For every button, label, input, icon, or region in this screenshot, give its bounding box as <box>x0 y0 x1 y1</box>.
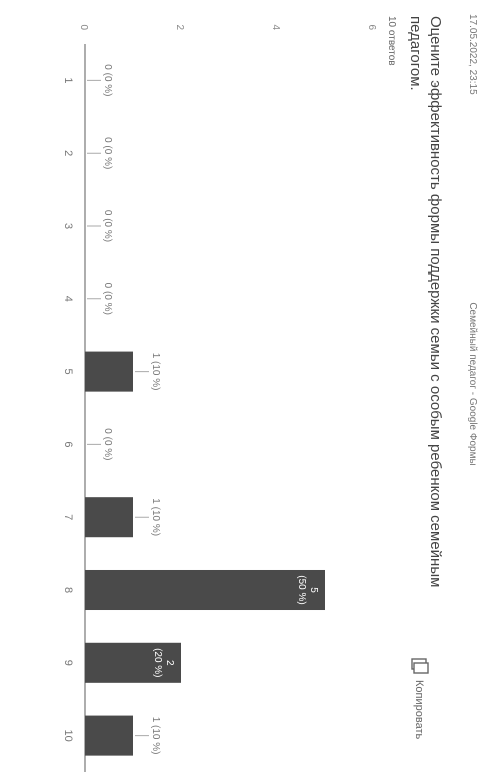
print-header: 17.05.2022, 23:15 Семейный педагог - Goo… <box>466 14 478 754</box>
x-tick-label: 1 <box>62 77 74 83</box>
x-tick-label: 6 <box>62 441 74 447</box>
x-tick-label: 8 <box>62 587 74 593</box>
form-name: Семейный педагог - Google Формы <box>467 302 478 466</box>
bar <box>85 642 181 683</box>
y-tick-label: 4 <box>270 24 281 30</box>
data-label: 1 (10 %) <box>150 717 161 755</box>
x-tick-label: 4 <box>62 296 74 302</box>
data-label: 0 (0 %) <box>102 137 113 169</box>
y-tick-label: 0 <box>78 24 89 30</box>
y-tick-label: 6 <box>366 24 377 30</box>
responses-count: 10 ответов <box>386 16 397 66</box>
data-label: 1 (10 %) <box>150 353 161 391</box>
bar <box>85 497 133 538</box>
bar <box>85 715 133 756</box>
x-tick-label: 10 <box>62 729 74 741</box>
bar <box>85 351 133 392</box>
x-tick-label: 9 <box>62 660 74 666</box>
y-tick-label: 2 <box>174 24 185 30</box>
copy-button[interactable]: Копировать <box>407 658 431 760</box>
data-label: 1 (10 %) <box>150 498 161 536</box>
data-label: 2(20 %) <box>152 648 175 677</box>
x-tick-label: 3 <box>62 223 74 229</box>
data-label: 0 (0 %) <box>102 64 113 96</box>
question-title: Оцените эффективность формы поддержки се… <box>407 16 444 588</box>
data-label: 0 (0 %) <box>102 210 113 242</box>
copy-button-label: Копировать <box>413 680 425 740</box>
bar <box>85 569 325 611</box>
data-label: 0 (0 %) <box>102 428 113 460</box>
copy-icon <box>411 658 429 674</box>
bar-chart: 0 2 4 6 0 (0 %) 1 0 (0 %) 2 0 (0 %) 3 0 (0 %) 4 1 (1… <box>62 24 377 772</box>
data-label: 0 (0 %) <box>102 283 113 315</box>
x-tick-label: 2 <box>62 150 74 156</box>
data-label: 5(50 %) <box>296 575 319 604</box>
x-tick-label: 7 <box>62 514 74 520</box>
x-tick-label: 5 <box>62 369 74 375</box>
